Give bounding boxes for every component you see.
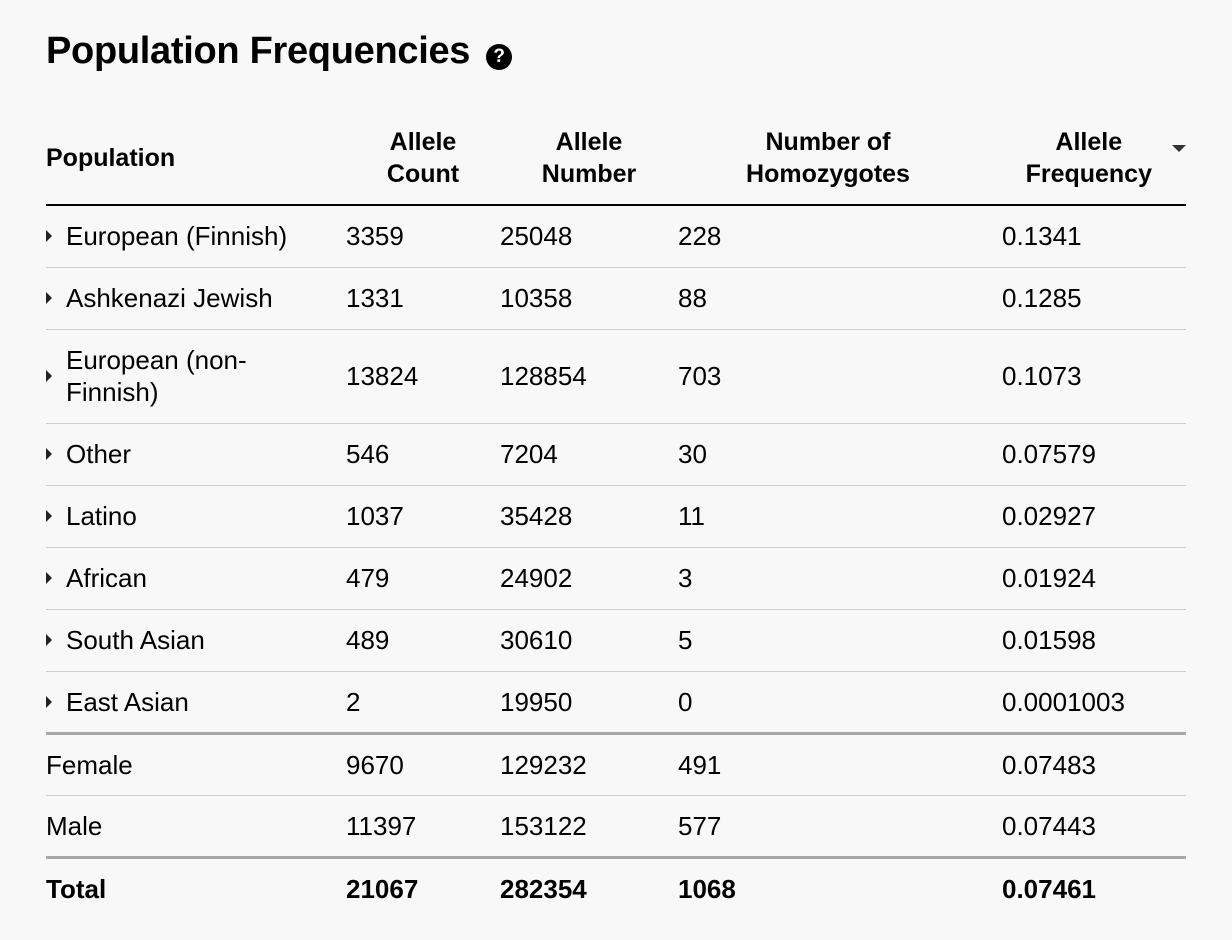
allele-frequency: 0.1073: [978, 329, 1186, 424]
header-allele-number[interactable]: Allele Number: [500, 124, 678, 206]
population-name: European (Finnish): [66, 221, 288, 252]
table-row: Female 9670 129232 491 0.07483: [46, 733, 1186, 796]
header-population[interactable]: Population: [46, 124, 346, 206]
table-row[interactable]: African 479 24902 3 0.01924: [46, 547, 1186, 610]
allele-count: 489: [346, 609, 500, 672]
population-name: Ashkenazi Jewish: [66, 283, 273, 313]
table-row[interactable]: Other 546 7204 30 0.07579: [46, 423, 1186, 486]
population-name: European (non- Finnish): [66, 344, 247, 408]
expand-triangle-icon[interactable]: [46, 370, 52, 382]
allele-count: 13824: [346, 329, 500, 424]
table-row[interactable]: Ashkenazi Jewish 1331 10358 88 0.1285: [46, 267, 1186, 330]
header-homozygotes-line2: Homozygotes: [746, 160, 910, 188]
homozygotes: 491: [678, 733, 978, 796]
header-allele-count-line2: Count: [386, 160, 460, 188]
sex-rows: Female 9670 129232 491 0.07483 Male 1139…: [46, 733, 1186, 859]
allele-count: 479: [346, 547, 500, 610]
table-row[interactable]: South Asian 489 30610 5 0.01598: [46, 609, 1186, 672]
expand-triangle-icon[interactable]: [46, 572, 52, 584]
allele-number: 129232: [500, 733, 678, 796]
table-header-row: Population Allele Count Allele Number Nu…: [46, 124, 1186, 206]
title-row: Population Frequencies ?: [46, 30, 513, 73]
expand-triangle-icon[interactable]: [46, 510, 52, 522]
homozygotes: 0: [678, 671, 978, 735]
population-frequencies-table: Population Allele Count Allele Number Nu…: [46, 124, 1186, 919]
homozygotes: 577: [678, 795, 978, 859]
population-name-line2: Finnish): [66, 377, 159, 407]
homozygotes: 30: [678, 423, 978, 486]
allele-frequency: 0.01924: [978, 547, 1186, 610]
allele-count: 2: [346, 671, 500, 735]
total-row: Total 21067 282354 1068 0.07461: [46, 857, 1186, 919]
header-homozygotes[interactable]: Number of Homozygotes: [678, 124, 978, 206]
population-name: Latino: [66, 501, 137, 531]
allele-frequency: 0.0001003: [978, 671, 1186, 735]
allele-count: 1331: [346, 267, 500, 330]
homozygotes: 11: [678, 485, 978, 548]
total-rows: Total 21067 282354 1068 0.07461: [46, 857, 1186, 919]
homozygotes: 703: [678, 329, 978, 424]
allele-frequency: 0.07579: [978, 423, 1186, 486]
allele-number: 128854: [500, 329, 678, 424]
allele-number: 25048: [500, 205, 678, 268]
total-homozygotes: 1068: [678, 873, 736, 904]
expand-triangle-icon[interactable]: [46, 292, 52, 304]
population-name: Other: [66, 439, 132, 469]
allele-frequency: 0.1285: [978, 267, 1186, 330]
total-allele-frequency: 0.07461: [1002, 873, 1096, 904]
total-allele-count: 21067: [346, 873, 419, 904]
header-population-label: Population: [46, 144, 176, 172]
question-circle-icon[interactable]: ?: [486, 43, 513, 70]
allele-frequency: 0.07483: [978, 733, 1186, 796]
allele-count: 11397: [346, 795, 500, 859]
allele-frequency: 0.02927: [978, 485, 1186, 548]
allele-number: 35428: [500, 485, 678, 548]
allele-number: 30610: [500, 609, 678, 672]
header-allele-frequency[interactable]: Allele Frequency: [978, 124, 1186, 206]
table-row[interactable]: East Asian 2 19950 0 0.0001003: [46, 671, 1186, 735]
homozygotes: 228: [678, 205, 978, 268]
population-rows: European (Finnish) 3359 25048 228 0.1341…: [46, 205, 1186, 735]
header-homozygotes-line1: Number of: [765, 128, 891, 156]
header-allele-number-line2: Number: [541, 160, 637, 188]
header-allele-count[interactable]: Allele Count: [346, 124, 500, 206]
total-allele-number: 282354: [500, 873, 587, 904]
allele-count: 1037: [346, 485, 500, 548]
sort-descending-caret-icon[interactable]: [1172, 144, 1186, 152]
allele-frequency: 0.1341: [978, 205, 1186, 268]
expand-triangle-icon[interactable]: [46, 448, 52, 460]
population-name: South Asian: [66, 625, 205, 655]
header-allele-frequency-line1: Allele: [1055, 128, 1123, 156]
allele-number: 24902: [500, 547, 678, 610]
table-row: Male 11397 153122 577 0.07443: [46, 795, 1186, 859]
table-row[interactable]: Latino 1037 35428 11 0.02927: [46, 485, 1186, 548]
population-name: East Asian: [66, 686, 189, 717]
allele-number: 153122: [500, 795, 678, 859]
population-name: African: [66, 563, 147, 593]
allele-count: 546: [346, 423, 500, 486]
expand-triangle-icon[interactable]: [46, 230, 52, 243]
allele-frequency: 0.01598: [978, 609, 1186, 672]
allele-count: 3359: [346, 205, 500, 268]
homozygotes: 3: [678, 547, 978, 610]
header-allele-frequency-line2: Frequency: [1025, 160, 1152, 188]
table-row[interactable]: European (non- Finnish) 13824 128854 703 …: [46, 329, 1186, 424]
homozygotes: 5: [678, 609, 978, 672]
allele-frequency: 0.07443: [978, 795, 1186, 859]
allele-number: 19950: [500, 671, 678, 735]
expand-triangle-icon[interactable]: [46, 695, 52, 708]
table-row[interactable]: European (Finnish) 3359 25048 228 0.1341: [46, 205, 1186, 268]
sex-name: Male: [46, 795, 346, 859]
allele-number: 7204: [500, 423, 678, 486]
sex-name: Female: [46, 733, 346, 796]
total-label: Total: [46, 873, 107, 904]
header-allele-number-line1: Allele: [555, 128, 623, 156]
expand-triangle-icon[interactable]: [46, 634, 52, 646]
allele-count: 9670: [346, 733, 500, 796]
homozygotes: 88: [678, 267, 978, 330]
page-title: Population Frequencies: [46, 30, 471, 72]
population-name-line1: European (non-: [66, 345, 247, 375]
header-allele-count-line1: Allele: [389, 128, 457, 156]
allele-number: 10358: [500, 267, 678, 330]
